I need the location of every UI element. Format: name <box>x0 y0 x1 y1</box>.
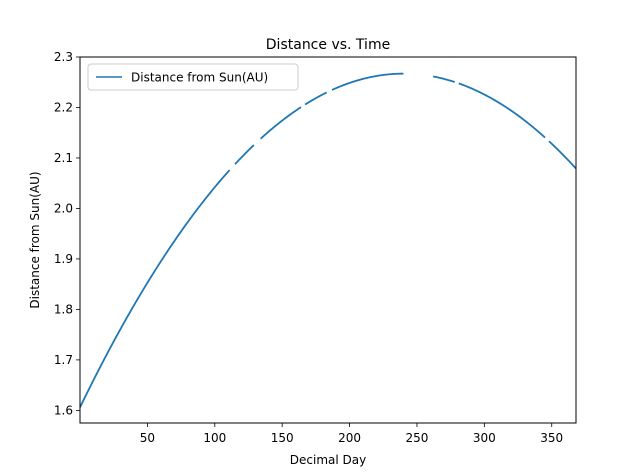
chart-title: Distance vs. Time <box>266 37 390 53</box>
y-tick-label: 1.9 <box>54 252 73 266</box>
plot-area-frame <box>79 56 577 424</box>
y-tick-label: 2.3 <box>54 50 73 64</box>
y-tick-label: 2.1 <box>54 151 73 165</box>
series-line-segment <box>432 75 455 83</box>
legend: Distance from Sun(AU) <box>87 63 299 91</box>
y-axis-ticks: 1.6 1.7 1.8 1.9 2.0 2.1 2.2 2.3 <box>54 50 80 417</box>
series-line-segment <box>79 169 231 408</box>
x-axis-label: Decimal Day <box>290 453 366 467</box>
y-tick-label: 2.0 <box>54 201 73 215</box>
series-line-segment <box>234 144 255 165</box>
plot-lines <box>79 72 577 408</box>
y-axis-label: Distance from Sun(AU) <box>28 171 42 308</box>
y-tick-label: 2.2 <box>54 100 73 114</box>
x-tick-label: 50 <box>140 431 155 445</box>
x-axis-ticks: 50 100 150 200 250 300 350 <box>140 423 563 445</box>
x-tick-label: 200 <box>338 431 361 445</box>
x-tick-label: 150 <box>271 431 294 445</box>
x-tick-label: 250 <box>406 431 429 445</box>
x-tick-label: 100 <box>203 431 226 445</box>
legend-label: Distance from Sun(AU) <box>131 71 268 85</box>
y-tick-label: 1.8 <box>54 302 73 316</box>
legend-box <box>87 63 299 91</box>
series-line-segment <box>548 140 577 170</box>
x-tick-label: 300 <box>473 431 496 445</box>
series-line-segment <box>458 82 546 139</box>
y-tick-label: 1.6 <box>54 403 73 417</box>
y-tick-label: 1.7 <box>54 353 73 367</box>
x-tick-label: 350 <box>540 431 563 445</box>
series-line-segment <box>331 72 404 91</box>
series-line-segment <box>304 91 328 106</box>
series-line-segment <box>260 106 302 140</box>
